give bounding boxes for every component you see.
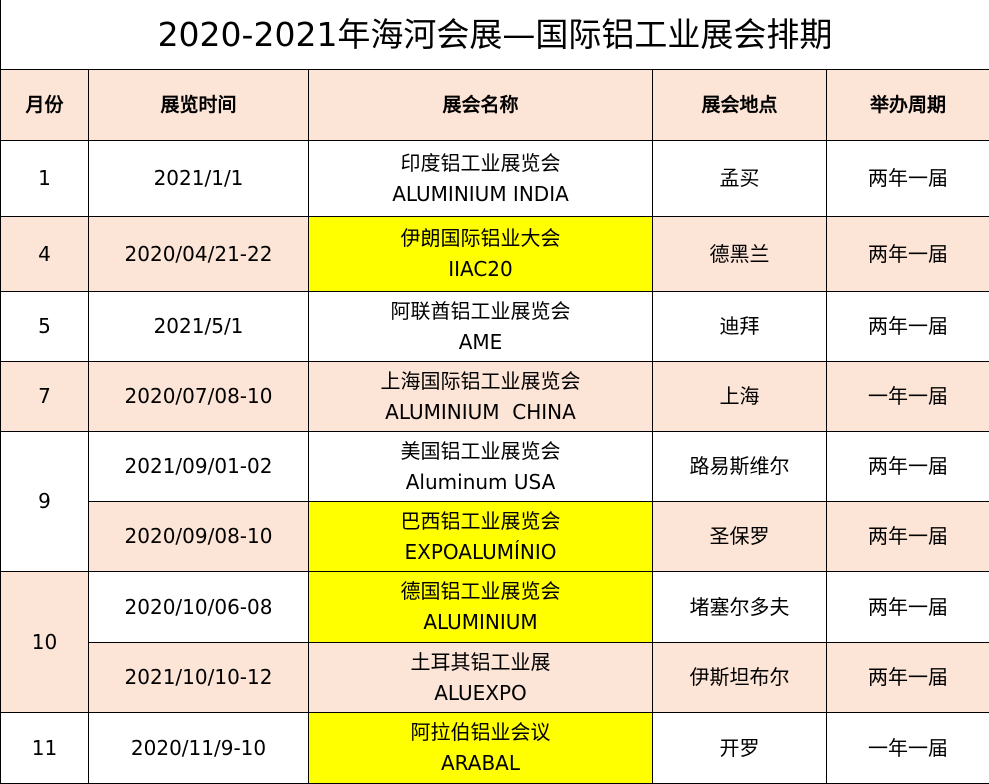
cycle-cell: 两年一届 <box>825 501 989 572</box>
date-cell: 2021/10/10-12 <box>88 642 309 713</box>
table-row: 10 2020/10/06-08 德国铝工业展览会 ALUMINIUM 堵塞尔多夫 两年一… <box>0 571 989 713</box>
name-chinese: 上海国际铝工业展览会 <box>380 368 581 393</box>
cycle-cell: 两年一届 <box>825 571 989 643</box>
cycle-cell: 两年一届 <box>825 140 989 217</box>
header-row: 月份 展览时间 展会名称 展会地点 举办周期 <box>0 69 989 141</box>
header-cycle: 举办周期 <box>825 69 989 141</box>
name-english: ALUMINIUM INDIA <box>392 181 569 206</box>
month-cell: 9 <box>0 431 89 572</box>
name-chinese: 美国铝工业展览会 <box>400 438 561 463</box>
location-cell: 堵塞尔多夫 <box>652 571 827 643</box>
location-cell: 伊斯坦布尔 <box>652 642 827 713</box>
location-cell: 迪拜 <box>652 291 827 362</box>
table-title: 2020-2021年海河会展—国际铝工业展会排期 <box>0 0 989 70</box>
exhibition-name-cell: 巴西铝工业展览会 EXPOALUMÍNIO <box>308 501 653 572</box>
header-name: 展会名称 <box>308 69 653 141</box>
date-cell: 2020/09/08-10 <box>88 501 309 572</box>
location-cell: 德黑兰 <box>652 216 827 292</box>
month-cell: 4 <box>0 216 89 292</box>
location-cell: 上海 <box>652 361 827 432</box>
month-cell: 7 <box>0 361 89 432</box>
location-cell: 圣保罗 <box>652 501 827 572</box>
date-cell: 2021/1/1 <box>88 140 309 217</box>
exhibition-name-cell: 上海国际铝工业展览会 ALUMINIUM CHINA <box>308 361 653 432</box>
date-cell: 2021/5/1 <box>88 291 309 362</box>
name-english: IIAC20 <box>448 257 513 281</box>
table-row: 2021/10/10-12 土耳其铝工业展 ALUEXPO 伊斯坦布尔 两年一届 <box>1 642 989 713</box>
name-english: ARABAL <box>441 751 520 775</box>
name-chinese: 土耳其铝工业展 <box>410 649 551 674</box>
exhibition-name-cell: 土耳其铝工业展 ALUEXPO <box>308 642 653 713</box>
name-english: AME <box>458 329 503 354</box>
cycle-cell: 两年一届 <box>825 216 989 292</box>
location-cell: 孟买 <box>652 140 827 217</box>
cycle-cell: 两年一届 <box>825 291 989 362</box>
name-english: EXPOALUMÍNIO <box>404 539 557 564</box>
table-row: 9 2021/09/01-02 美国铝工业展览会 Aluminum USA 路易斯维尔两… <box>0 431 989 572</box>
name-english: Aluminum USA <box>405 469 556 494</box>
exhibition-name-cell: 阿联酋铝工业展览会 AME <box>308 291 653 362</box>
name-chinese: 阿拉伯铝业会议 <box>410 720 551 744</box>
table-row: 7 2020/07/08-10 上海国际铝工业展览会 ALUMINIUM CHINA 上… <box>0 361 989 432</box>
exhibition-name-cell: 印度铝工业展览会 ALUMINIUM INDIA <box>308 140 653 217</box>
cycle-cell: 一年一届 <box>825 712 989 784</box>
cycle-cell: 两年一届 <box>825 431 989 502</box>
name-chinese: 阿联酋铝工业展览会 <box>390 298 571 323</box>
exhibition-name-cell: 德国铝工业展览会 ALUMINIUM <box>308 571 653 643</box>
date-cell: 2021/09/01-02 <box>88 431 309 502</box>
table-row: 4 2020/04/21-22 伊朗国际铝业大会 IIAC20 德黑兰 两年一届 <box>0 216 989 292</box>
name-english: ALUEXPO <box>434 680 527 705</box>
date-cell: 2020/10/06-08 <box>88 571 309 643</box>
header-date: 展览时间 <box>88 69 309 141</box>
month-cell: 5 <box>0 291 89 362</box>
name-chinese: 伊朗国际铝业大会 <box>400 226 561 250</box>
exhibition-name-cell: 阿拉伯铝业会议 ARABAL <box>308 712 653 784</box>
date-cell: 2020/04/21-22 <box>88 216 309 292</box>
date-cell: 2020/07/08-10 <box>88 361 309 432</box>
name-chinese: 印度铝工业展览会 <box>400 150 561 175</box>
exhibition-name-cell: 美国铝工业展览会 Aluminum USA <box>308 431 653 502</box>
table-row: 11 2020/11/9-10 阿拉伯铝业会议 ARABAL 开罗 一年一届 <box>0 712 989 784</box>
name-chinese: 巴西铝工业展览会 <box>400 508 561 533</box>
month-cell: 11 <box>0 712 89 784</box>
name-english: ALUMINIUM CHINA <box>385 399 576 424</box>
exhibition-name-cell: 伊朗国际铝业大会 IIAC20 <box>308 216 653 292</box>
table-row: 2020/09/08-10 巴西铝工业展览会 EXPOALUMÍNIO 圣保罗 两年一届 <box>1 501 989 572</box>
cycle-cell: 两年一届 <box>825 642 989 713</box>
month-cell: 10 <box>0 571 89 713</box>
header-month: 月份 <box>0 69 89 141</box>
cycle-cell: 一年一届 <box>825 361 989 432</box>
location-cell: 开罗 <box>652 712 827 784</box>
name-chinese: 德国铝工业展览会 <box>400 579 561 603</box>
name-english: ALUMINIUM <box>423 610 538 634</box>
date-cell: 2020/11/9-10 <box>88 712 309 784</box>
table-row: 5 2021/5/1 阿联酋铝工业展览会 AME 迪拜 两年一届 <box>0 291 989 362</box>
month-cell: 1 <box>0 140 89 217</box>
table-row: 1 2021/1/1 印度铝工业展览会 ALUMINIUM INDIA 孟买 两年一届 <box>0 140 989 217</box>
location-cell: 路易斯维尔 <box>652 431 827 502</box>
header-location: 展会地点 <box>652 69 827 141</box>
